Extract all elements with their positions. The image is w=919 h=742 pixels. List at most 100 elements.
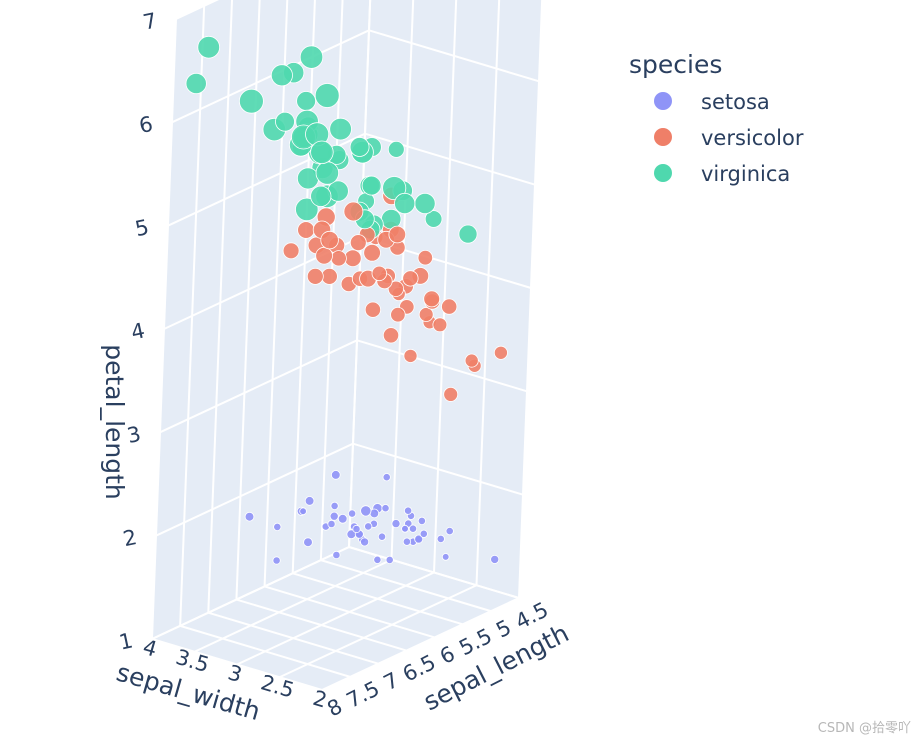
- point-versicolor[interactable]: [363, 244, 381, 262]
- point-setosa[interactable]: [329, 511, 339, 521]
- point-virginica[interactable]: [315, 161, 340, 185]
- point-setosa[interactable]: [436, 534, 445, 544]
- point-virginica[interactable]: [295, 197, 319, 222]
- point-setosa[interactable]: [273, 522, 282, 532]
- point-virginica[interactable]: [296, 91, 317, 111]
- point-versicolor[interactable]: [364, 301, 381, 318]
- z-gridline: [155, 442, 354, 537]
- point-versicolor[interactable]: [320, 267, 338, 285]
- point-versicolor[interactable]: [418, 307, 434, 322]
- point-setosa[interactable]: [381, 504, 390, 513]
- point-setosa[interactable]: [445, 526, 454, 536]
- z-tick-label: 3: [125, 422, 143, 448]
- point-setosa[interactable]: [327, 519, 336, 529]
- point-setosa[interactable]: [330, 470, 341, 480]
- z-gridline: [175, 0, 220, 20]
- legend-marker-setosa: [654, 92, 672, 110]
- point-versicolor[interactable]: [297, 221, 315, 239]
- point-versicolor[interactable]: [371, 265, 388, 282]
- point-setosa[interactable]: [385, 555, 394, 565]
- point-virginica[interactable]: [349, 137, 370, 157]
- z-tick-label: 2: [121, 525, 139, 551]
- point-setosa[interactable]: [403, 506, 413, 515]
- point-versicolor[interactable]: [349, 234, 367, 252]
- point-setosa[interactable]: [441, 553, 450, 561]
- point-virginica[interactable]: [185, 72, 207, 95]
- point-virginica[interactable]: [270, 64, 293, 87]
- point-versicolor[interactable]: [432, 317, 448, 333]
- point-virginica[interactable]: [238, 88, 264, 114]
- point-setosa[interactable]: [332, 550, 341, 560]
- point-virginica[interactable]: [382, 176, 407, 201]
- point-versicolor[interactable]: [343, 249, 362, 268]
- point-versicolor[interactable]: [441, 298, 458, 315]
- point-versicolor[interactable]: [282, 242, 300, 260]
- point-virginica[interactable]: [197, 35, 221, 59]
- point-versicolor[interactable]: [306, 267, 324, 285]
- point-versicolor[interactable]: [382, 327, 400, 344]
- z-gridline: [356, 339, 528, 393]
- point-versicolor[interactable]: [493, 345, 508, 360]
- point-versicolor[interactable]: [315, 246, 333, 265]
- point-setosa[interactable]: [244, 511, 255, 522]
- point-virginica[interactable]: [314, 83, 340, 108]
- point-versicolor[interactable]: [464, 353, 479, 368]
- point-virginica[interactable]: [361, 175, 382, 196]
- data-points[interactable]: [185, 35, 508, 565]
- point-setosa[interactable]: [373, 555, 382, 564]
- point-setosa[interactable]: [402, 537, 411, 546]
- point-virginica[interactable]: [310, 185, 332, 207]
- z-tick-label: 7: [141, 8, 159, 34]
- legend-item-virginica[interactable]: virginica: [654, 162, 790, 186]
- point-setosa[interactable]: [360, 537, 370, 547]
- point-versicolor[interactable]: [330, 250, 347, 267]
- point-setosa[interactable]: [347, 509, 357, 518]
- z-tick-label: 6: [137, 112, 155, 138]
- point-setosa[interactable]: [419, 529, 428, 538]
- y-gridline: [194, 558, 392, 653]
- point-versicolor[interactable]: [443, 386, 459, 402]
- point-versicolor[interactable]: [423, 290, 441, 308]
- point-versicolor[interactable]: [402, 270, 419, 287]
- point-setosa[interactable]: [299, 507, 307, 516]
- point-setosa[interactable]: [304, 496, 315, 506]
- point-versicolor[interactable]: [388, 225, 407, 244]
- point-setosa[interactable]: [401, 524, 409, 533]
- point-virginica[interactable]: [458, 224, 478, 244]
- point-setosa[interactable]: [303, 537, 313, 547]
- point-versicolor[interactable]: [343, 201, 364, 222]
- point-setosa[interactable]: [352, 524, 361, 534]
- point-setosa[interactable]: [391, 519, 401, 529]
- point-versicolor[interactable]: [387, 280, 404, 297]
- point-versicolor[interactable]: [320, 230, 339, 250]
- x-tick-label: 6.5: [399, 650, 440, 687]
- x-tick-label: 8: [323, 694, 346, 721]
- point-virginica[interactable]: [299, 45, 324, 69]
- point-setosa[interactable]: [408, 524, 418, 533]
- legend-item-setosa[interactable]: setosa: [654, 90, 770, 114]
- point-setosa[interactable]: [377, 532, 387, 541]
- point-setosa[interactable]: [414, 534, 424, 544]
- point-virginica[interactable]: [329, 117, 352, 141]
- point-virginica[interactable]: [275, 111, 295, 132]
- point-virginica[interactable]: [394, 192, 416, 215]
- point-versicolor[interactable]: [403, 348, 418, 363]
- point-setosa[interactable]: [490, 554, 500, 564]
- point-setosa[interactable]: [364, 522, 373, 531]
- point-versicolor[interactable]: [390, 307, 406, 323]
- point-setosa[interactable]: [272, 556, 281, 565]
- point-setosa[interactable]: [337, 513, 348, 524]
- point-versicolor[interactable]: [417, 250, 434, 266]
- point-setosa[interactable]: [382, 473, 391, 482]
- legend-item-versicolor[interactable]: versicolor: [654, 126, 804, 150]
- legend-marker-virginica: [654, 164, 672, 182]
- point-virginica[interactable]: [424, 210, 443, 228]
- point-virginica[interactable]: [387, 140, 405, 158]
- point-virginica[interactable]: [310, 140, 334, 165]
- point-virginica[interactable]: [414, 192, 436, 215]
- point-virginica[interactable]: [296, 167, 319, 190]
- point-setosa[interactable]: [330, 501, 339, 510]
- point-setosa[interactable]: [360, 505, 372, 517]
- point-setosa[interactable]: [417, 516, 426, 526]
